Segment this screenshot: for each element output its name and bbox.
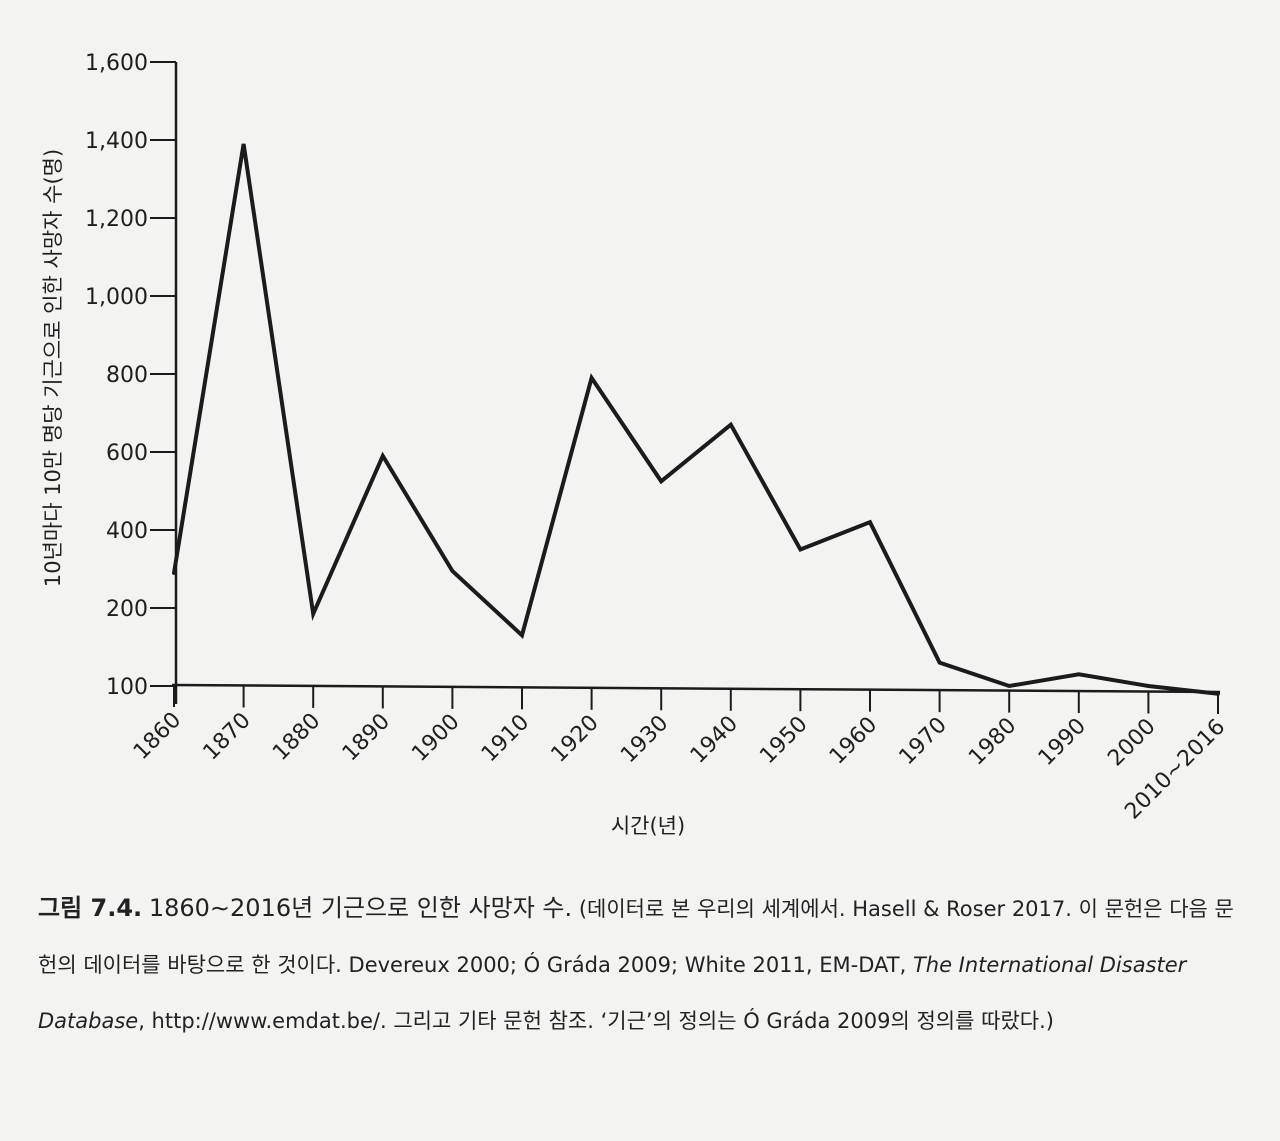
x-tick-label: 1970 (895, 713, 952, 770)
y-tick-label: 800 (106, 363, 148, 388)
x-tick-label: 1870 (199, 708, 256, 765)
y-tick-label: 600 (106, 441, 148, 466)
x-axis-line (171, 683, 1221, 694)
x-tick-label: 1990 (1034, 714, 1091, 771)
x-axis: 1860 1870 1880 1890 1900 1910 1920 1930 1940 1950… (129, 683, 1230, 824)
x-axis-title: 시간(년) (611, 814, 685, 838)
x-tick-label: 1900 (407, 709, 464, 766)
y-tick-label: 1,600 (85, 51, 148, 76)
y-tick-label: 400 (106, 519, 148, 544)
x-ticks: 1860 1870 1880 1890 1900 1910 1920 1930 1940 1950… (129, 685, 1230, 824)
y-tick-label: 1,200 (85, 207, 148, 232)
x-tick-label: 1980 (964, 713, 1021, 770)
x-tick-label: 1940 (686, 711, 743, 768)
x-tick-label: 1930 (616, 711, 673, 768)
caption-source-italic: The International Disaster Database (38, 953, 1187, 1033)
x-tick-label: 1960 (825, 712, 882, 769)
y-axis: 100 200 400 600 800 1,000 1,200 1,400 1,600 (85, 51, 178, 704)
x-tick-label: 1860 (129, 708, 186, 765)
caption-source-text: (데이터로 본 우리의 세계에서. Hasell & Roser 2017. 이… (38, 897, 1234, 977)
y-tick-label: 200 (106, 597, 148, 622)
x-tick-label: 1880 (268, 709, 325, 766)
x-tick-label: 1920 (547, 710, 604, 767)
y-tick-label: 1,400 (85, 129, 148, 154)
famine-deaths-chart: 100 200 400 600 800 1,000 1,200 1,400 1,600 1860… (41, 51, 1230, 838)
y-tick-label: 100 (106, 675, 148, 700)
y-axis-title: 10년마다 10만 명당 기근으로 인한 사망자 수(명) (41, 149, 65, 587)
x-tick-label: 2000 (1103, 714, 1160, 771)
figure-title: 1860∼2016년 기근으로 인한 사망자 수. (148, 894, 573, 922)
x-tick-label: 1910 (477, 710, 534, 767)
caption-source-text-end: , http://www.emdat.be/. 그리고 기타 문헌 참조. ‘기… (138, 1009, 1054, 1033)
x-tick-label: 1890 (338, 709, 395, 766)
figure-number: 그림 7.4. (38, 894, 143, 922)
y-tick-label: 1,000 (85, 285, 148, 310)
x-tick-label: 1950 (755, 712, 812, 769)
figure-caption: 그림 7.4. 1860∼2016년 기근으로 인한 사망자 수. (데이터로 … (38, 880, 1238, 1049)
series-line (172, 143, 1220, 696)
y-ticks: 100 200 400 600 800 1,000 1,200 1,400 1,600 (85, 51, 176, 700)
